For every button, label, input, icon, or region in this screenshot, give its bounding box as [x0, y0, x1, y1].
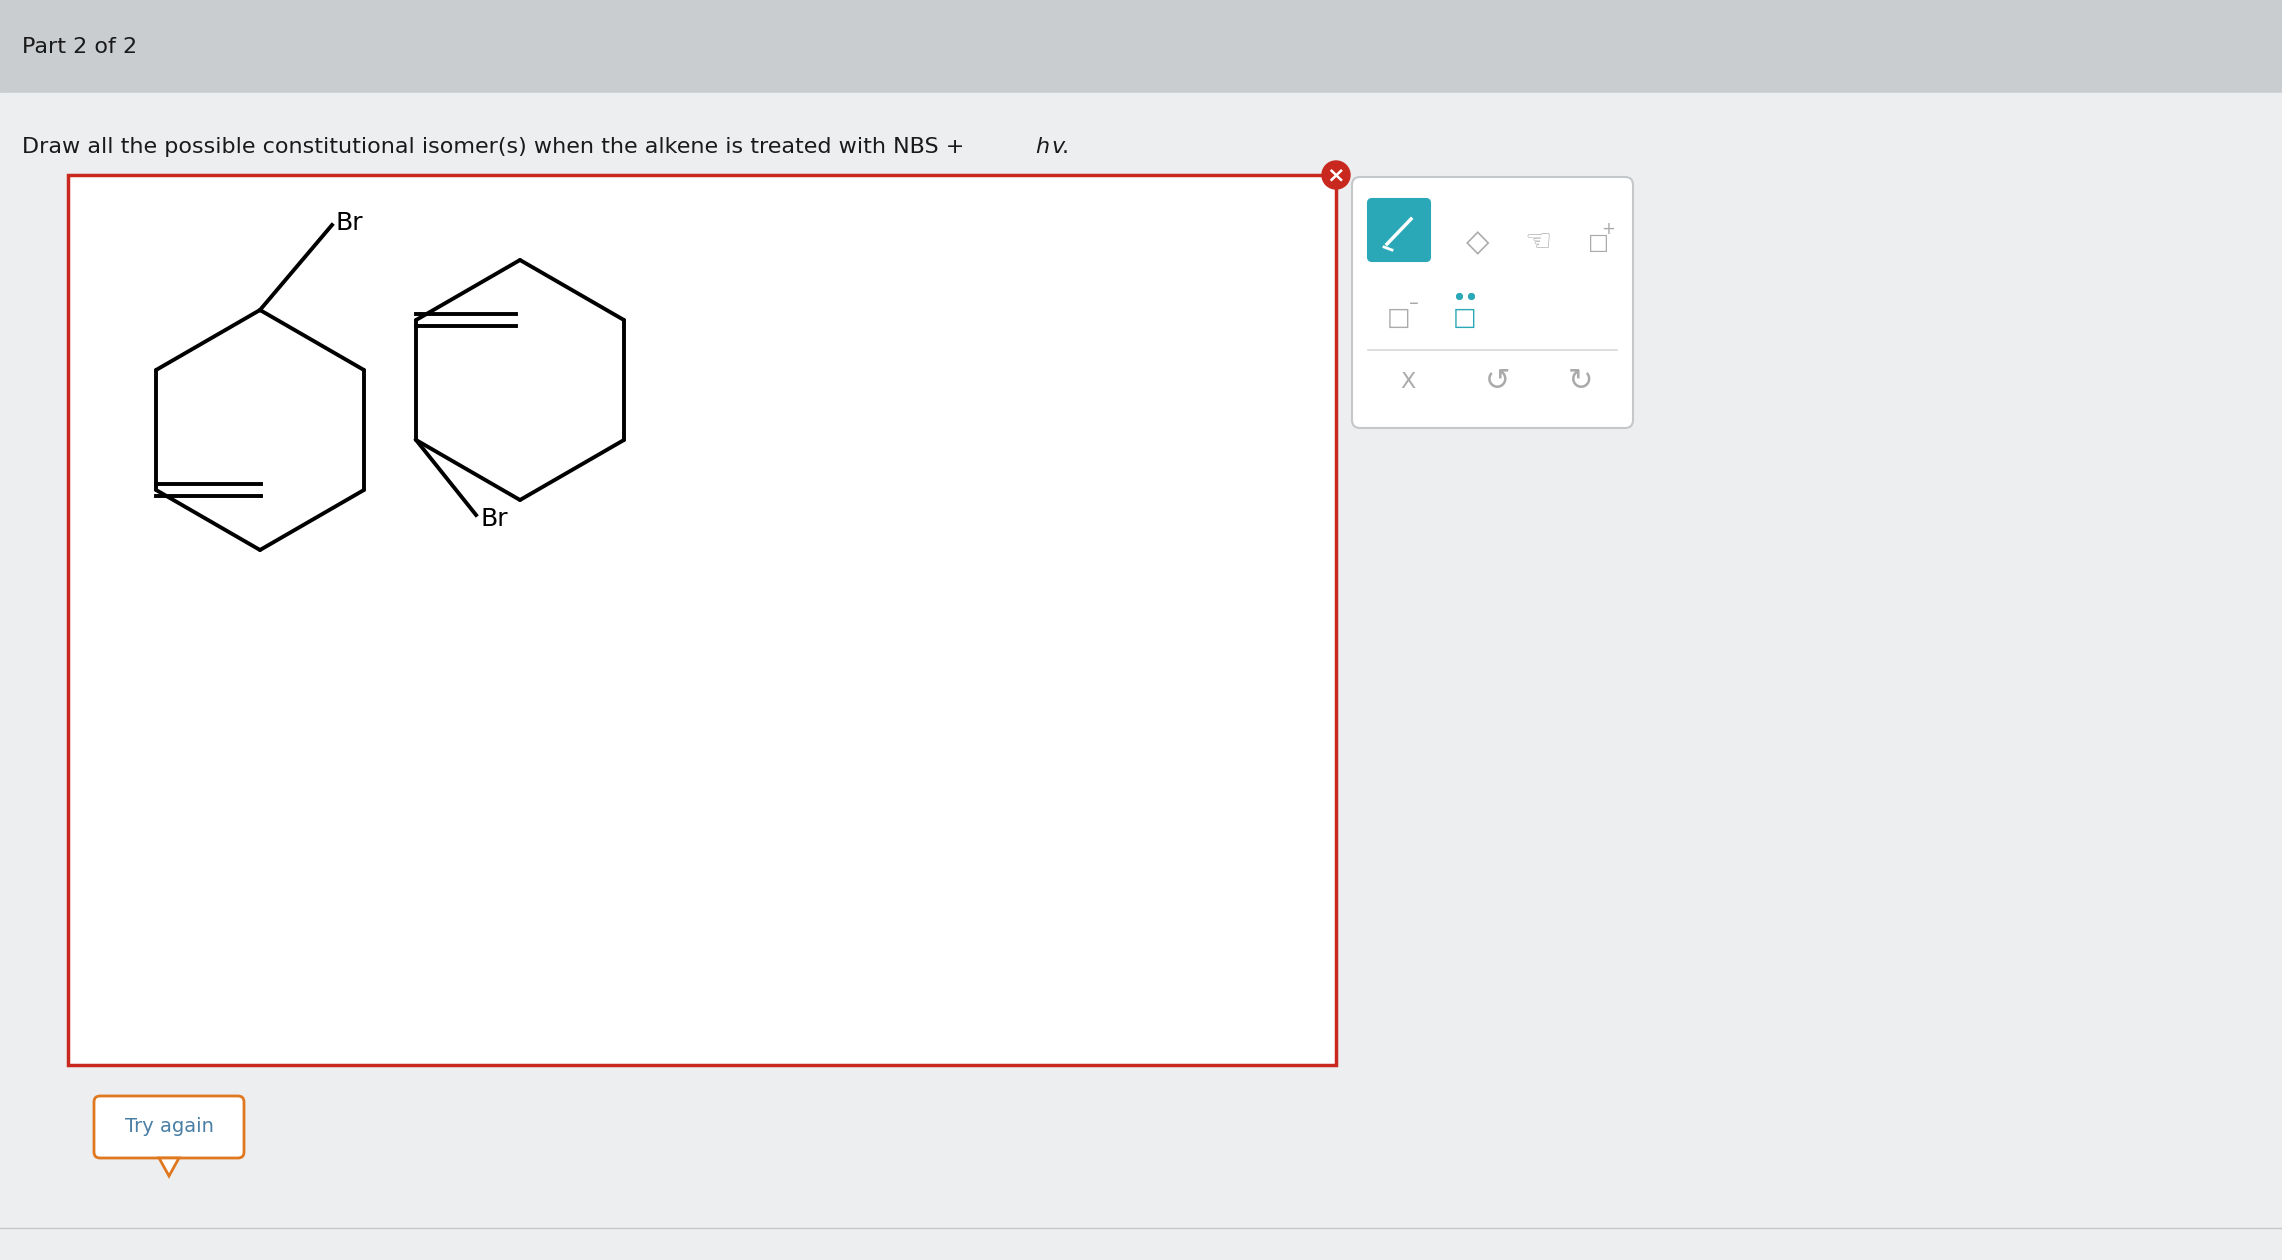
Text: .: . — [1061, 137, 1068, 158]
Text: Draw all the possible constitutional isomer(s) when the alkene is treated with N: Draw all the possible constitutional iso… — [23, 137, 972, 158]
Text: □: □ — [1454, 306, 1476, 330]
Text: ↺: ↺ — [1486, 368, 1511, 397]
Text: h: h — [1036, 137, 1050, 158]
Text: Br: Br — [479, 507, 507, 530]
Circle shape — [1321, 161, 1351, 189]
Text: □: □ — [1588, 233, 1609, 253]
Bar — [68, 175, 1335, 1065]
Text: Part 2 of 2: Part 2 of 2 — [23, 37, 137, 57]
Text: ◇: ◇ — [1467, 228, 1490, 257]
Bar — [0, 0, 2282, 93]
Text: ↻: ↻ — [1568, 368, 1593, 397]
Text: ☜: ☜ — [1524, 228, 1552, 257]
Text: ×: × — [1326, 165, 1346, 185]
Text: +: + — [1602, 220, 1616, 238]
Text: v: v — [1052, 137, 1063, 158]
Text: □: □ — [1387, 306, 1410, 330]
FancyBboxPatch shape — [94, 1096, 244, 1158]
Text: X: X — [1401, 372, 1415, 392]
FancyBboxPatch shape — [1351, 176, 1634, 428]
Text: Try again: Try again — [126, 1118, 215, 1137]
Polygon shape — [160, 1158, 178, 1176]
Text: –: – — [1408, 295, 1419, 314]
FancyBboxPatch shape — [1367, 199, 1431, 261]
Text: Br: Br — [335, 210, 363, 236]
